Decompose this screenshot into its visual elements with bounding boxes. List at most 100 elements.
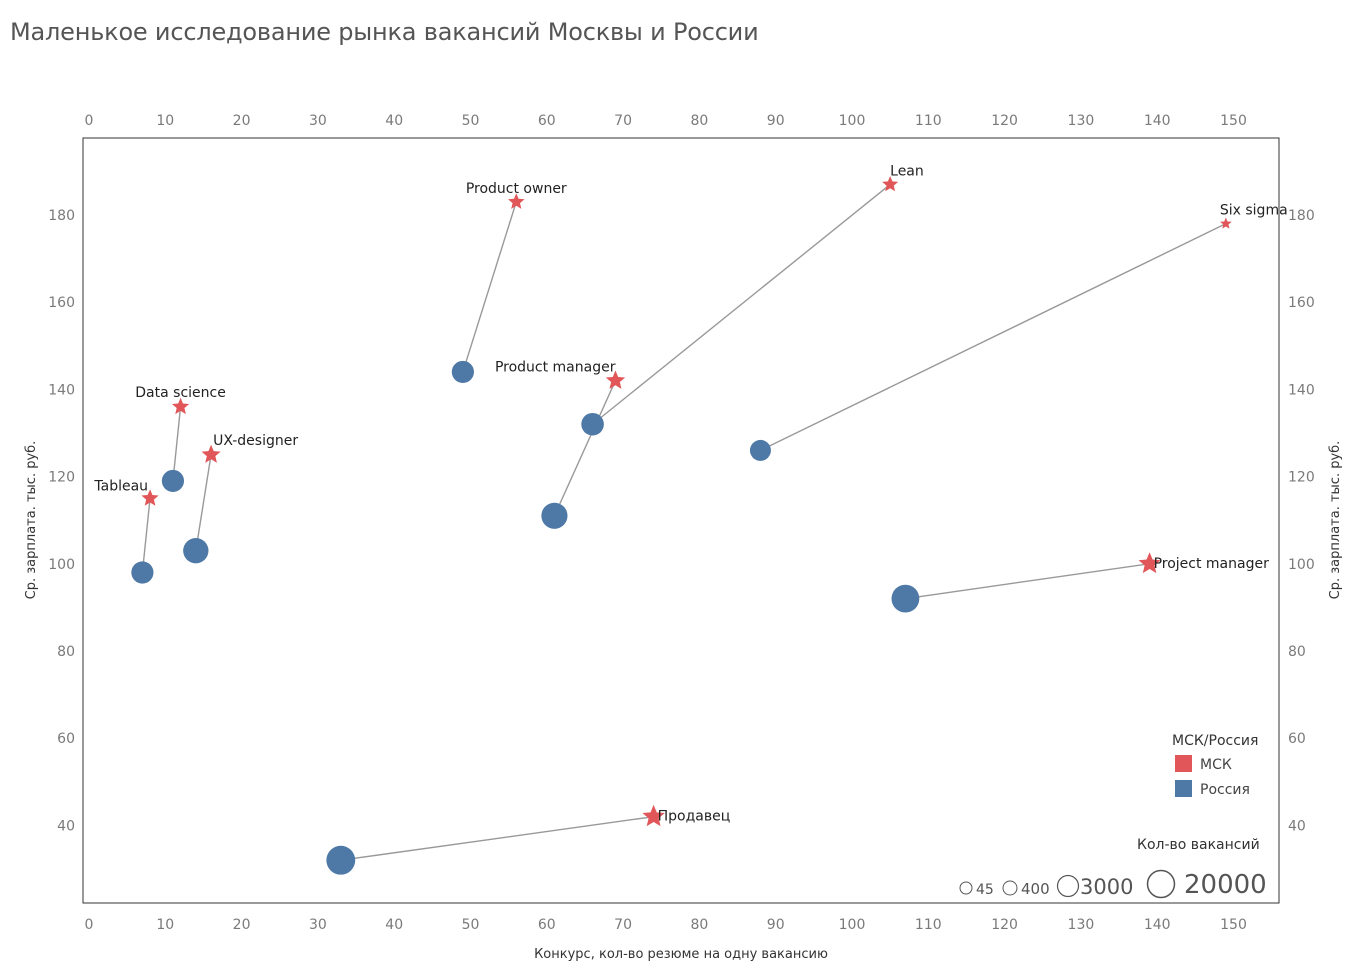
point-russia-tableau[interactable] bbox=[131, 561, 154, 584]
color-legend-title: МСК/Россия bbox=[1172, 733, 1258, 749]
y-axis-title-left: Ср. зарплата. тыс. руб. bbox=[24, 441, 39, 600]
point-russia-lean[interactable] bbox=[581, 412, 604, 436]
size-legend-circle-400 bbox=[1002, 880, 1018, 896]
connector-data-science bbox=[172, 406, 182, 481]
y-tick-right-140: 140 bbox=[1288, 382, 1315, 398]
connector-ux-designer bbox=[195, 454, 212, 551]
y-tick-right-160: 160 bbox=[1288, 295, 1315, 311]
point-msk-product-owner[interactable] bbox=[508, 193, 525, 209]
size-legend-circle-3000 bbox=[1056, 874, 1080, 898]
y-tick-left-160: 160 bbox=[48, 295, 75, 311]
connector-lean bbox=[592, 183, 891, 425]
size-legend-title: Кол-во вакансий bbox=[1137, 837, 1260, 853]
x-axis-title: Конкурс, кол-во резюме на одну вакансию bbox=[534, 947, 828, 962]
label-project-manager: Project manager bbox=[1154, 556, 1270, 572]
connector-tableau bbox=[141, 498, 151, 573]
markers bbox=[131, 176, 1232, 875]
y-tick-left-120: 120 bbox=[48, 470, 75, 486]
size-legend: Кол-во вакансий 45 400 3000 20000 bbox=[959, 837, 1267, 900]
label-lean: Lean bbox=[890, 163, 924, 179]
page-title: Маленькое исследование рынка вакансий Мо… bbox=[10, 18, 759, 46]
x-tick-bottom-0: 0 bbox=[85, 917, 94, 933]
plot-frame bbox=[82, 137, 1280, 904]
label-ux-designer: UX-designer bbox=[213, 433, 298, 449]
x-tick-bottom-30: 30 bbox=[309, 917, 327, 933]
point-russia-data-science[interactable] bbox=[161, 469, 185, 493]
x-tick-bottom-80: 80 bbox=[690, 917, 708, 933]
x-tick-bottom-70: 70 bbox=[614, 917, 632, 933]
x-tick-bottom-50: 50 bbox=[462, 917, 480, 933]
connector-продавец bbox=[340, 815, 654, 861]
x-tick-top-60: 60 bbox=[538, 113, 556, 129]
x-tick-bottom-150: 150 bbox=[1220, 917, 1247, 933]
point-russia-six-sigma[interactable] bbox=[749, 439, 771, 461]
y-axis-right-ticks: 40 60 80 100 120 140 160 180 bbox=[1288, 208, 1315, 834]
y-tick-right-40: 40 bbox=[1288, 818, 1306, 834]
label-продавец: Продавец bbox=[658, 809, 731, 825]
y-tick-right-180: 180 bbox=[1288, 208, 1315, 224]
label-product-owner: Product owner bbox=[466, 181, 567, 197]
point-labels: Tableau Data science UX-designer Product ow… bbox=[93, 163, 1287, 824]
x-tick-bottom-130: 130 bbox=[1068, 917, 1095, 933]
x-tick-bottom-10: 10 bbox=[156, 917, 174, 933]
x-tick-bottom-20: 20 bbox=[233, 917, 251, 933]
x-tick-bottom-100: 100 bbox=[839, 917, 866, 933]
y-tick-right-80: 80 bbox=[1288, 644, 1306, 660]
y-axis-left-ticks: 40 60 80 100 120 140 160 180 bbox=[48, 208, 75, 834]
point-russia-ux-designer[interactable] bbox=[183, 538, 209, 564]
y-tick-left-140: 140 bbox=[48, 382, 75, 398]
point-russia-product-owner[interactable] bbox=[451, 360, 474, 384]
point-russia-product-manager[interactable] bbox=[541, 502, 568, 529]
point-russia-project-manager[interactable] bbox=[891, 584, 920, 613]
size-legend-label-45: 45 bbox=[976, 882, 994, 898]
x-tick-top-50: 50 bbox=[462, 113, 480, 129]
x-tick-top-120: 120 bbox=[991, 113, 1018, 129]
connector-lines bbox=[141, 183, 1227, 861]
label-data-science: Data science bbox=[135, 385, 226, 401]
x-tick-top-90: 90 bbox=[767, 113, 785, 129]
point-msk-data-science[interactable] bbox=[171, 397, 190, 415]
legend-label-msk: МСК bbox=[1200, 757, 1232, 773]
point-msk-tableau[interactable] bbox=[141, 489, 159, 506]
point-russia-продавец[interactable] bbox=[326, 845, 356, 875]
x-tick-top-40: 40 bbox=[385, 113, 403, 129]
size-legend-label-20000: 20000 bbox=[1184, 870, 1267, 900]
label-product-manager: Product manager bbox=[495, 360, 616, 376]
y-tick-left-100: 100 bbox=[48, 557, 75, 573]
size-legend-label-3000: 3000 bbox=[1080, 875, 1133, 899]
x-tick-bottom-40: 40 bbox=[385, 917, 403, 933]
y-axis-title-right: Ср. зарплата. тыс. руб. bbox=[1328, 441, 1343, 600]
legend-label-russia: Россия bbox=[1200, 782, 1250, 798]
x-axis-bottom-ticks: 0 10 20 30 40 50 60 70 80 90 100 110 120 130 140 150 bbox=[85, 917, 1247, 933]
x-tick-top-80: 80 bbox=[690, 113, 708, 129]
label-tableau: Tableau bbox=[93, 478, 148, 494]
label-six-sigma: Six sigma bbox=[1220, 203, 1288, 219]
y-tick-left-180: 180 bbox=[48, 208, 75, 224]
legend-swatch-russia bbox=[1175, 780, 1192, 797]
y-tick-right-100: 100 bbox=[1288, 557, 1315, 573]
x-tick-top-70: 70 bbox=[614, 113, 632, 129]
x-tick-top-20: 20 bbox=[233, 113, 251, 129]
connector-six-sigma bbox=[760, 223, 1227, 452]
connector-product-owner bbox=[462, 201, 517, 373]
point-msk-продавец[interactable] bbox=[642, 804, 665, 827]
x-tick-top-150: 150 bbox=[1220, 113, 1247, 129]
y-tick-left-80: 80 bbox=[57, 644, 75, 660]
point-msk-lean[interactable] bbox=[882, 176, 899, 192]
point-msk-ux-designer[interactable] bbox=[201, 444, 221, 463]
x-tick-bottom-120: 120 bbox=[991, 917, 1018, 933]
x-tick-top-100: 100 bbox=[839, 113, 866, 129]
x-tick-top-30: 30 bbox=[309, 113, 327, 129]
x-tick-bottom-140: 140 bbox=[1144, 917, 1171, 933]
y-tick-right-60: 60 bbox=[1288, 731, 1306, 747]
point-msk-project-manager[interactable] bbox=[1138, 552, 1161, 574]
connector-product-manager bbox=[553, 380, 617, 517]
x-axis-top-ticks: 0 10 20 30 40 50 60 70 80 90 100 110 120 130 140 150 bbox=[85, 113, 1247, 129]
x-tick-bottom-60: 60 bbox=[538, 917, 556, 933]
y-tick-left-60: 60 bbox=[57, 731, 75, 747]
x-tick-top-10: 10 bbox=[156, 113, 174, 129]
point-msk-product-manager[interactable] bbox=[605, 370, 626, 389]
x-tick-bottom-110: 110 bbox=[915, 917, 942, 933]
point-msk-six-sigma[interactable] bbox=[1220, 217, 1232, 229]
